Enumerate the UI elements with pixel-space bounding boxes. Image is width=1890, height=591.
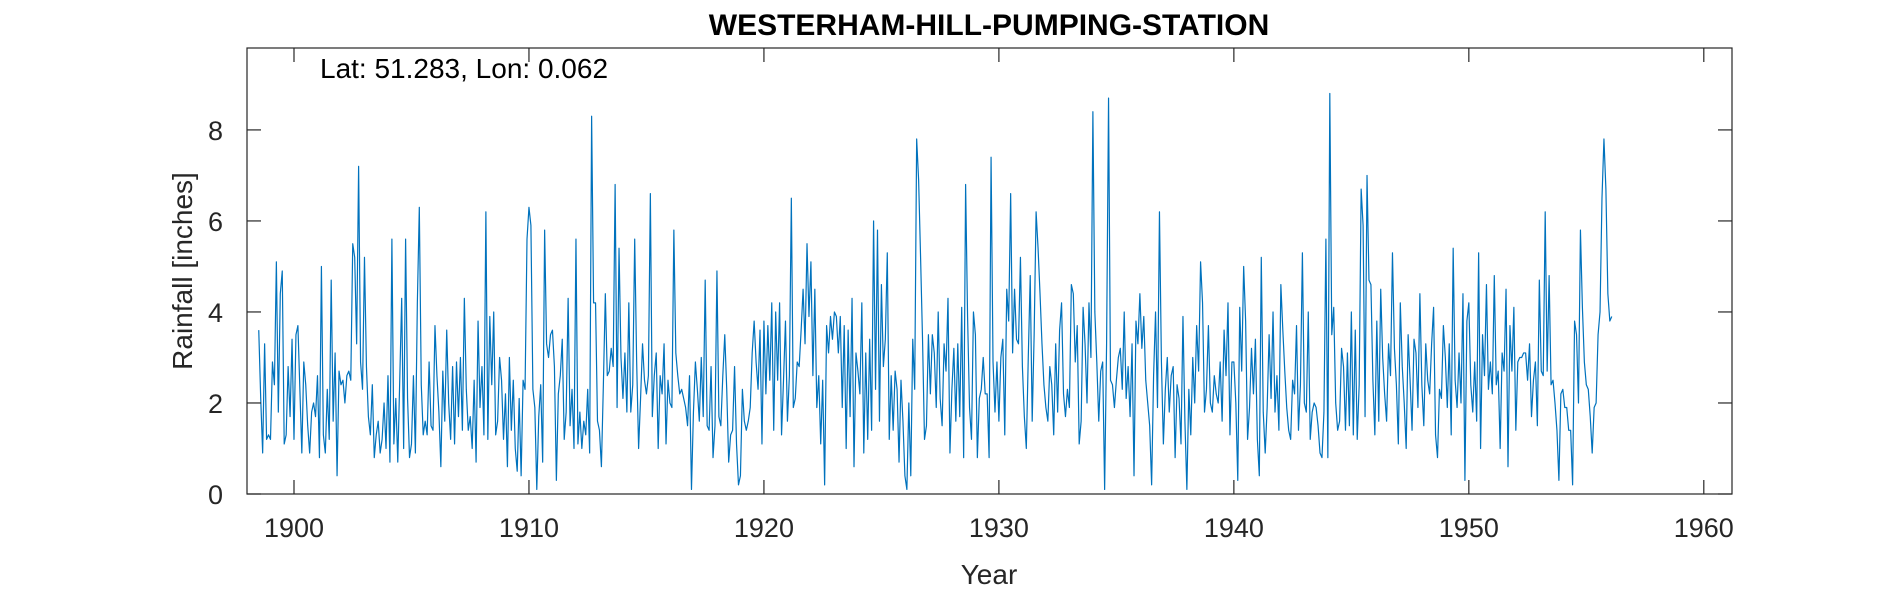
y-tick-label: 8 <box>208 116 223 146</box>
x-tick-label: 1930 <box>969 513 1029 543</box>
x-tick-label: 1950 <box>1439 513 1499 543</box>
y-tick-label: 0 <box>208 480 223 510</box>
chart-title: WESTERHAM-HILL-PUMPING-STATION <box>709 9 1270 42</box>
plot-frame <box>246 47 1733 495</box>
x-tick-label: 1910 <box>499 513 559 543</box>
x-tick-label: 1900 <box>264 513 324 543</box>
x-tick-label: 1920 <box>734 513 794 543</box>
y-tick-label: 6 <box>208 207 223 237</box>
x-tick-label: 1960 <box>1674 513 1734 543</box>
x-axis-label: Year <box>961 559 1018 590</box>
ticks-layer: 1900 1910 1920 1930 1940 1950 1960 0 2 4 6 8 <box>208 48 1734 543</box>
y-axis-label: Rainfall [inches] <box>167 172 198 370</box>
y-tick-label: 2 <box>208 389 223 419</box>
location-annotation: Lat: 51.283, Lon: 0.062 <box>320 53 608 84</box>
x-tick-label: 1940 <box>1204 513 1264 543</box>
y-tick-label: 4 <box>208 298 223 328</box>
rainfall-series-line <box>258 92 1613 491</box>
series-layer <box>258 92 1613 491</box>
